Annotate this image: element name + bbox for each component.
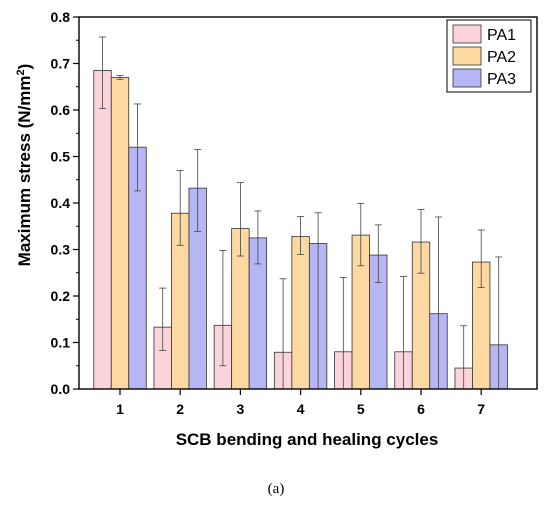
- y-tick-label-0.4: 0.4: [51, 195, 71, 211]
- x-tick-label-1: 1: [116, 401, 124, 417]
- x-axis-title: SCB bending and healing cycles: [176, 430, 439, 449]
- x-tick-label-6: 6: [417, 401, 425, 417]
- legend-label-PA2: PA2: [487, 49, 516, 66]
- y-axis-title-end: ): [15, 64, 34, 70]
- axes-layer: 0.0 0.1 0.2 0.3 0.4 0.5 0.6 0.7 0.8 1 2 3 4 5 6 7: [51, 9, 538, 417]
- bar-PA1-1: [93, 70, 112, 390]
- figure-caption: (a): [268, 481, 285, 497]
- y-tick-label-0.7: 0.7: [51, 56, 71, 72]
- bar-PA2-1: [110, 77, 130, 390]
- y-tick-label-0.2: 0.2: [51, 288, 71, 304]
- y-tick-label-0.3: 0.3: [51, 242, 71, 258]
- y-axis-title: Maximum stress (N/mm2): [15, 64, 34, 267]
- legend-swatch-PA2: [452, 46, 482, 66]
- legend: PA1 PA2 PA3: [446, 19, 532, 93]
- legend-label-PA3: PA3: [487, 71, 516, 88]
- x-tick-label-5: 5: [357, 401, 365, 417]
- x-tick-label-3: 3: [237, 401, 245, 417]
- x-tick-label-2: 2: [176, 401, 184, 417]
- y-axis-title-main: Maximum stress (N/mm: [15, 75, 34, 266]
- legend-swatch-PA1: [452, 24, 482, 44]
- bar-PA2-4: [291, 236, 310, 390]
- y-tick-label-0.5: 0.5: [51, 149, 71, 165]
- y-tick-label-0.0: 0.0: [51, 381, 71, 397]
- x-tick-label-7: 7: [477, 401, 485, 417]
- y-tick-label-0.6: 0.6: [51, 102, 71, 118]
- y-tick-label-0.8: 0.8: [51, 9, 71, 25]
- legend-swatch-PA3: [452, 68, 482, 88]
- y-tick-label-0.1: 0.1: [51, 335, 71, 351]
- y-axis-title-sup: 2: [15, 69, 27, 75]
- legend-label-PA1: PA1: [487, 27, 516, 44]
- x-tick-label-4: 4: [297, 401, 305, 417]
